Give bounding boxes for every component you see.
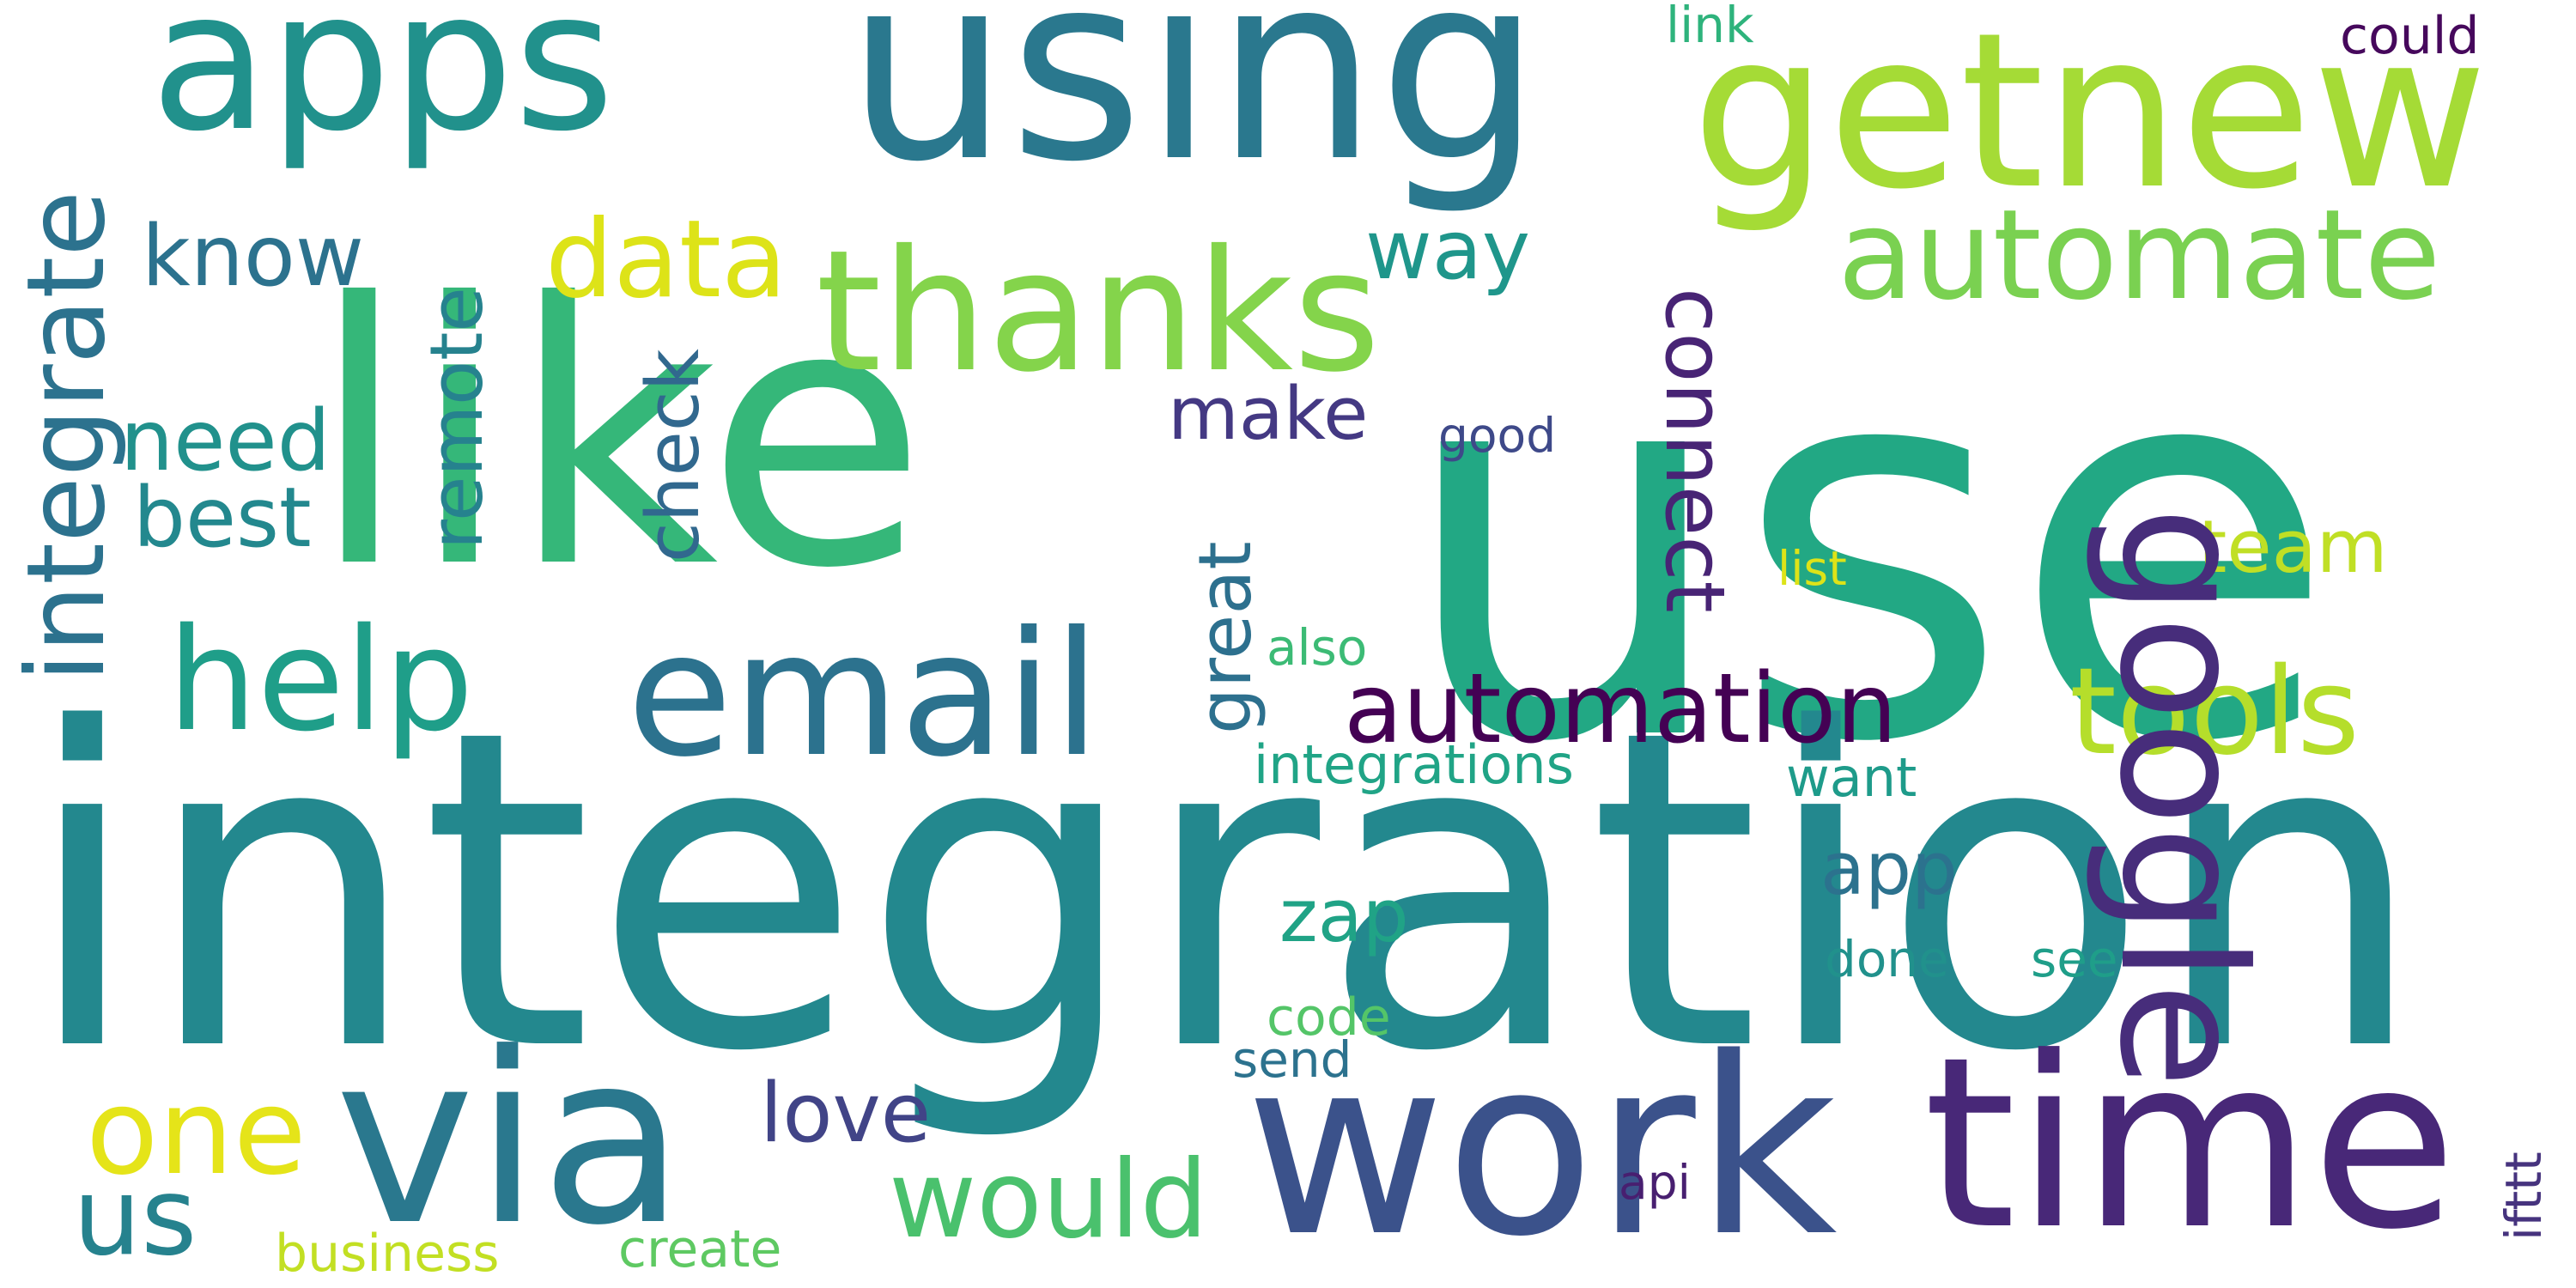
word-using: using — [846, 0, 1542, 218]
word-help: help — [167, 598, 474, 762]
word-connect: connect — [1647, 288, 1741, 613]
word-need: need — [120, 392, 331, 490]
word-code: code — [1267, 987, 1391, 1048]
word-ifttt: ifttt — [2494, 1151, 2553, 1241]
word-list: list — [1777, 541, 1847, 596]
word-google: google — [2081, 507, 2281, 1089]
word-use: use — [1395, 240, 2338, 859]
word-apps: apps — [150, 0, 615, 174]
word-like: like — [309, 228, 928, 647]
word-work: work — [1245, 1005, 1838, 1288]
word-love: love — [760, 1066, 932, 1161]
word-way: way — [1365, 204, 1531, 298]
word-link: link — [1666, 0, 1754, 54]
word-also: also — [1267, 618, 1368, 677]
word-check: check — [631, 349, 716, 562]
word-remote: remote — [415, 287, 500, 550]
word-us: us — [73, 1155, 197, 1279]
word-api: api — [1619, 1155, 1691, 1210]
word-create: create — [618, 1219, 782, 1279]
word-business: business — [275, 1224, 500, 1284]
word-automation: automation — [1344, 653, 1898, 765]
word-would: would — [889, 1138, 1209, 1262]
word-integrate: integrate — [4, 190, 129, 683]
word-via: via — [335, 1002, 685, 1277]
word-send: send — [1232, 1030, 1352, 1089]
word-time: time — [1923, 1006, 2458, 1281]
word-team: team — [2198, 505, 2388, 590]
word-one: one — [86, 1063, 307, 1201]
word-good: good — [1438, 408, 1557, 463]
word-email: email — [627, 595, 1101, 795]
word-see: see — [2031, 930, 2118, 988]
word-know: know — [142, 208, 364, 306]
word-could: could — [2340, 6, 2480, 66]
word-great: great — [1183, 541, 1268, 734]
word-done: done — [1825, 930, 1949, 988]
word-thanks: thanks — [816, 214, 1381, 409]
word-getnew: getnew — [1692, 0, 2488, 236]
word-automate: automate — [1838, 183, 2441, 328]
word-integrations: integrations — [1254, 733, 1574, 796]
word-tools: tools — [2069, 642, 2360, 782]
word-app: app — [1820, 827, 1958, 912]
word-make: make — [1168, 372, 1369, 457]
word-data: data — [545, 197, 787, 322]
word-zap: zap — [1279, 874, 1409, 959]
word-integration: integration — [21, 638, 2427, 1147]
word-want: want — [1786, 746, 1917, 809]
word-best: best — [133, 470, 312, 566]
